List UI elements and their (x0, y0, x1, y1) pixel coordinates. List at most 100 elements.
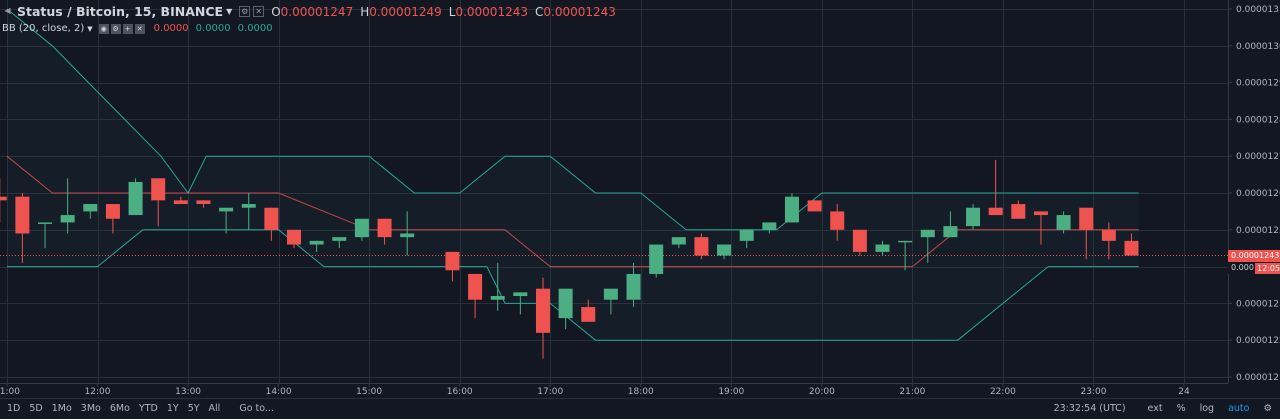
range-5y[interactable]: 5Y (187, 403, 200, 414)
candle-down (287, 229, 302, 245)
bottom-toolbar: 1D 5D 1Mo 3Mo 6Mo YTD 1Y 5Y All Go to...… (0, 398, 1280, 419)
clock[interactable]: 23:32:54 (UTC) (1053, 403, 1126, 414)
candle-down (988, 207, 1003, 216)
candle-down (1079, 207, 1094, 230)
candle-up (762, 222, 777, 230)
price-tick-label: 0.00001260 (1236, 189, 1280, 199)
candle-up (739, 229, 754, 241)
candle-up (309, 240, 324, 245)
indicator-name[interactable]: BB (20, close, 2) (2, 23, 85, 34)
settings-icon[interactable]: ⚙ (239, 6, 251, 17)
candle-down (535, 288, 550, 333)
remove-icon[interactable]: ✕ (134, 23, 145, 34)
candle-up (332, 237, 347, 241)
ohlc-close-key: C (534, 4, 544, 19)
ohlc-low-key: L (448, 4, 456, 19)
range-5d[interactable]: 5D (29, 403, 43, 414)
time-tick-label: 24 (1178, 387, 1190, 397)
candle-down (196, 200, 211, 205)
candle-up (513, 292, 528, 297)
price-tick-label: 0.00001290 (1236, 79, 1280, 89)
candle-down (377, 218, 392, 238)
ohlc-close: 0.00001243 (543, 4, 616, 19)
price-tick-label: 0.00001230 (1236, 299, 1280, 309)
candle-down (105, 204, 120, 219)
candles[interactable] (0, 159, 1139, 359)
price-tick-label: 0.00001220 (1236, 336, 1280, 346)
range-ytd[interactable]: YTD (138, 403, 158, 414)
more-icon[interactable]: + (122, 23, 133, 34)
range-1mo[interactable]: 1Mo (51, 403, 72, 414)
log-toggle[interactable]: log (1199, 403, 1215, 414)
percent-toggle[interactable]: % (1176, 403, 1186, 414)
ext-toggle[interactable]: ext (1147, 403, 1163, 414)
candle-up (558, 288, 573, 319)
candle-up (400, 233, 415, 238)
range-3mo[interactable]: 3Mo (80, 403, 101, 414)
candle-down (151, 178, 166, 201)
last-price-label: 0.00001243 (1228, 249, 1280, 262)
candle-down (694, 237, 709, 256)
symbol-title[interactable]: Status / Bitcoin, 15, BINANCE (17, 4, 224, 19)
time-tick-label: 17:00 (537, 387, 563, 397)
candle-down (1101, 229, 1116, 241)
candle-up (603, 288, 618, 300)
time-tick-label: 22:00 (990, 387, 1016, 397)
ohlc-open: 0.00001247 (280, 4, 354, 19)
time-tick-label: 14:00 (266, 387, 292, 397)
candle-up (626, 273, 641, 300)
indicator-legend: BB (20, close, 2) ▼ ◉ ⚙ + ✕ 0.0000 0.000… (2, 23, 273, 34)
time-tick-label: 20:00 (809, 387, 835, 397)
chart-pane[interactable] (0, 0, 1228, 383)
candle-up (354, 218, 369, 238)
candle-up (60, 215, 75, 223)
gear-icon[interactable]: ⚙ (1263, 403, 1272, 414)
ohlc-high-key: H (360, 4, 370, 19)
candle-down (1033, 211, 1048, 216)
candle-up (38, 222, 53, 224)
eye-icon[interactable]: ◉ (98, 23, 109, 34)
time-tick-label: 18:00 (628, 387, 654, 397)
candle-down (445, 251, 460, 271)
indicator-value-upper: 0.0000 (195, 23, 231, 34)
hide-icon[interactable]: ✕ (253, 6, 265, 17)
indicator-value-basis: 0.0000 (153, 23, 189, 34)
time-axis[interactable]: 11:00 12:00 13:00 14:00 15:00 16:00 17:00 18:00… (0, 383, 1190, 397)
goto-date-button[interactable]: Go to... (239, 403, 274, 414)
auto-toggle[interactable]: auto (1228, 403, 1250, 414)
candle-down (173, 200, 188, 205)
time-tick-label: 16:00 (447, 387, 473, 397)
candle-up (490, 296, 505, 300)
collapse-icon[interactable]: ◀ (4, 6, 11, 15)
candle-up (875, 244, 890, 252)
bottom-right-controls: 23:32:54 (UTC) ext % log auto ⚙ (1040, 403, 1272, 414)
candle-down (264, 207, 279, 230)
candle-down (0, 196, 7, 201)
time-tick-label: 15:00 (356, 387, 382, 397)
price-tick-label: 0.00001270 (1236, 152, 1280, 162)
range-1d[interactable]: 1D (7, 403, 21, 414)
candle-up (920, 229, 935, 238)
range-6mo[interactable]: 6Mo (109, 403, 130, 414)
price-tick-label: 0.00001280 (1236, 115, 1280, 125)
range-all[interactable]: All (208, 403, 221, 414)
settings-icon[interactable]: ⚙ (110, 23, 121, 34)
price-tick-label: 0.00001310 (1236, 5, 1280, 15)
candle-down (468, 273, 483, 300)
candle-up (649, 244, 664, 274)
candle-up (671, 237, 686, 245)
time-tick-label: 21:00 (899, 387, 925, 397)
time-tick-label: 13:00 (175, 387, 201, 397)
candle-down (807, 200, 822, 212)
time-tick-label: 23:00 (1080, 387, 1106, 397)
time-tick-label: 19:00 (718, 387, 744, 397)
chevron-down-icon[interactable]: ▼ (226, 7, 233, 16)
candle-up (966, 207, 981, 227)
chevron-down-icon[interactable]: ▼ (87, 24, 93, 33)
candle-up (784, 196, 799, 223)
range-1y[interactable]: 1Y (166, 403, 179, 414)
time-tick-label: 12:00 (85, 387, 111, 397)
price-axis[interactable]: 0.00001310 0.00001300 0.00001290 0.00001280… (1228, 5, 1280, 383)
